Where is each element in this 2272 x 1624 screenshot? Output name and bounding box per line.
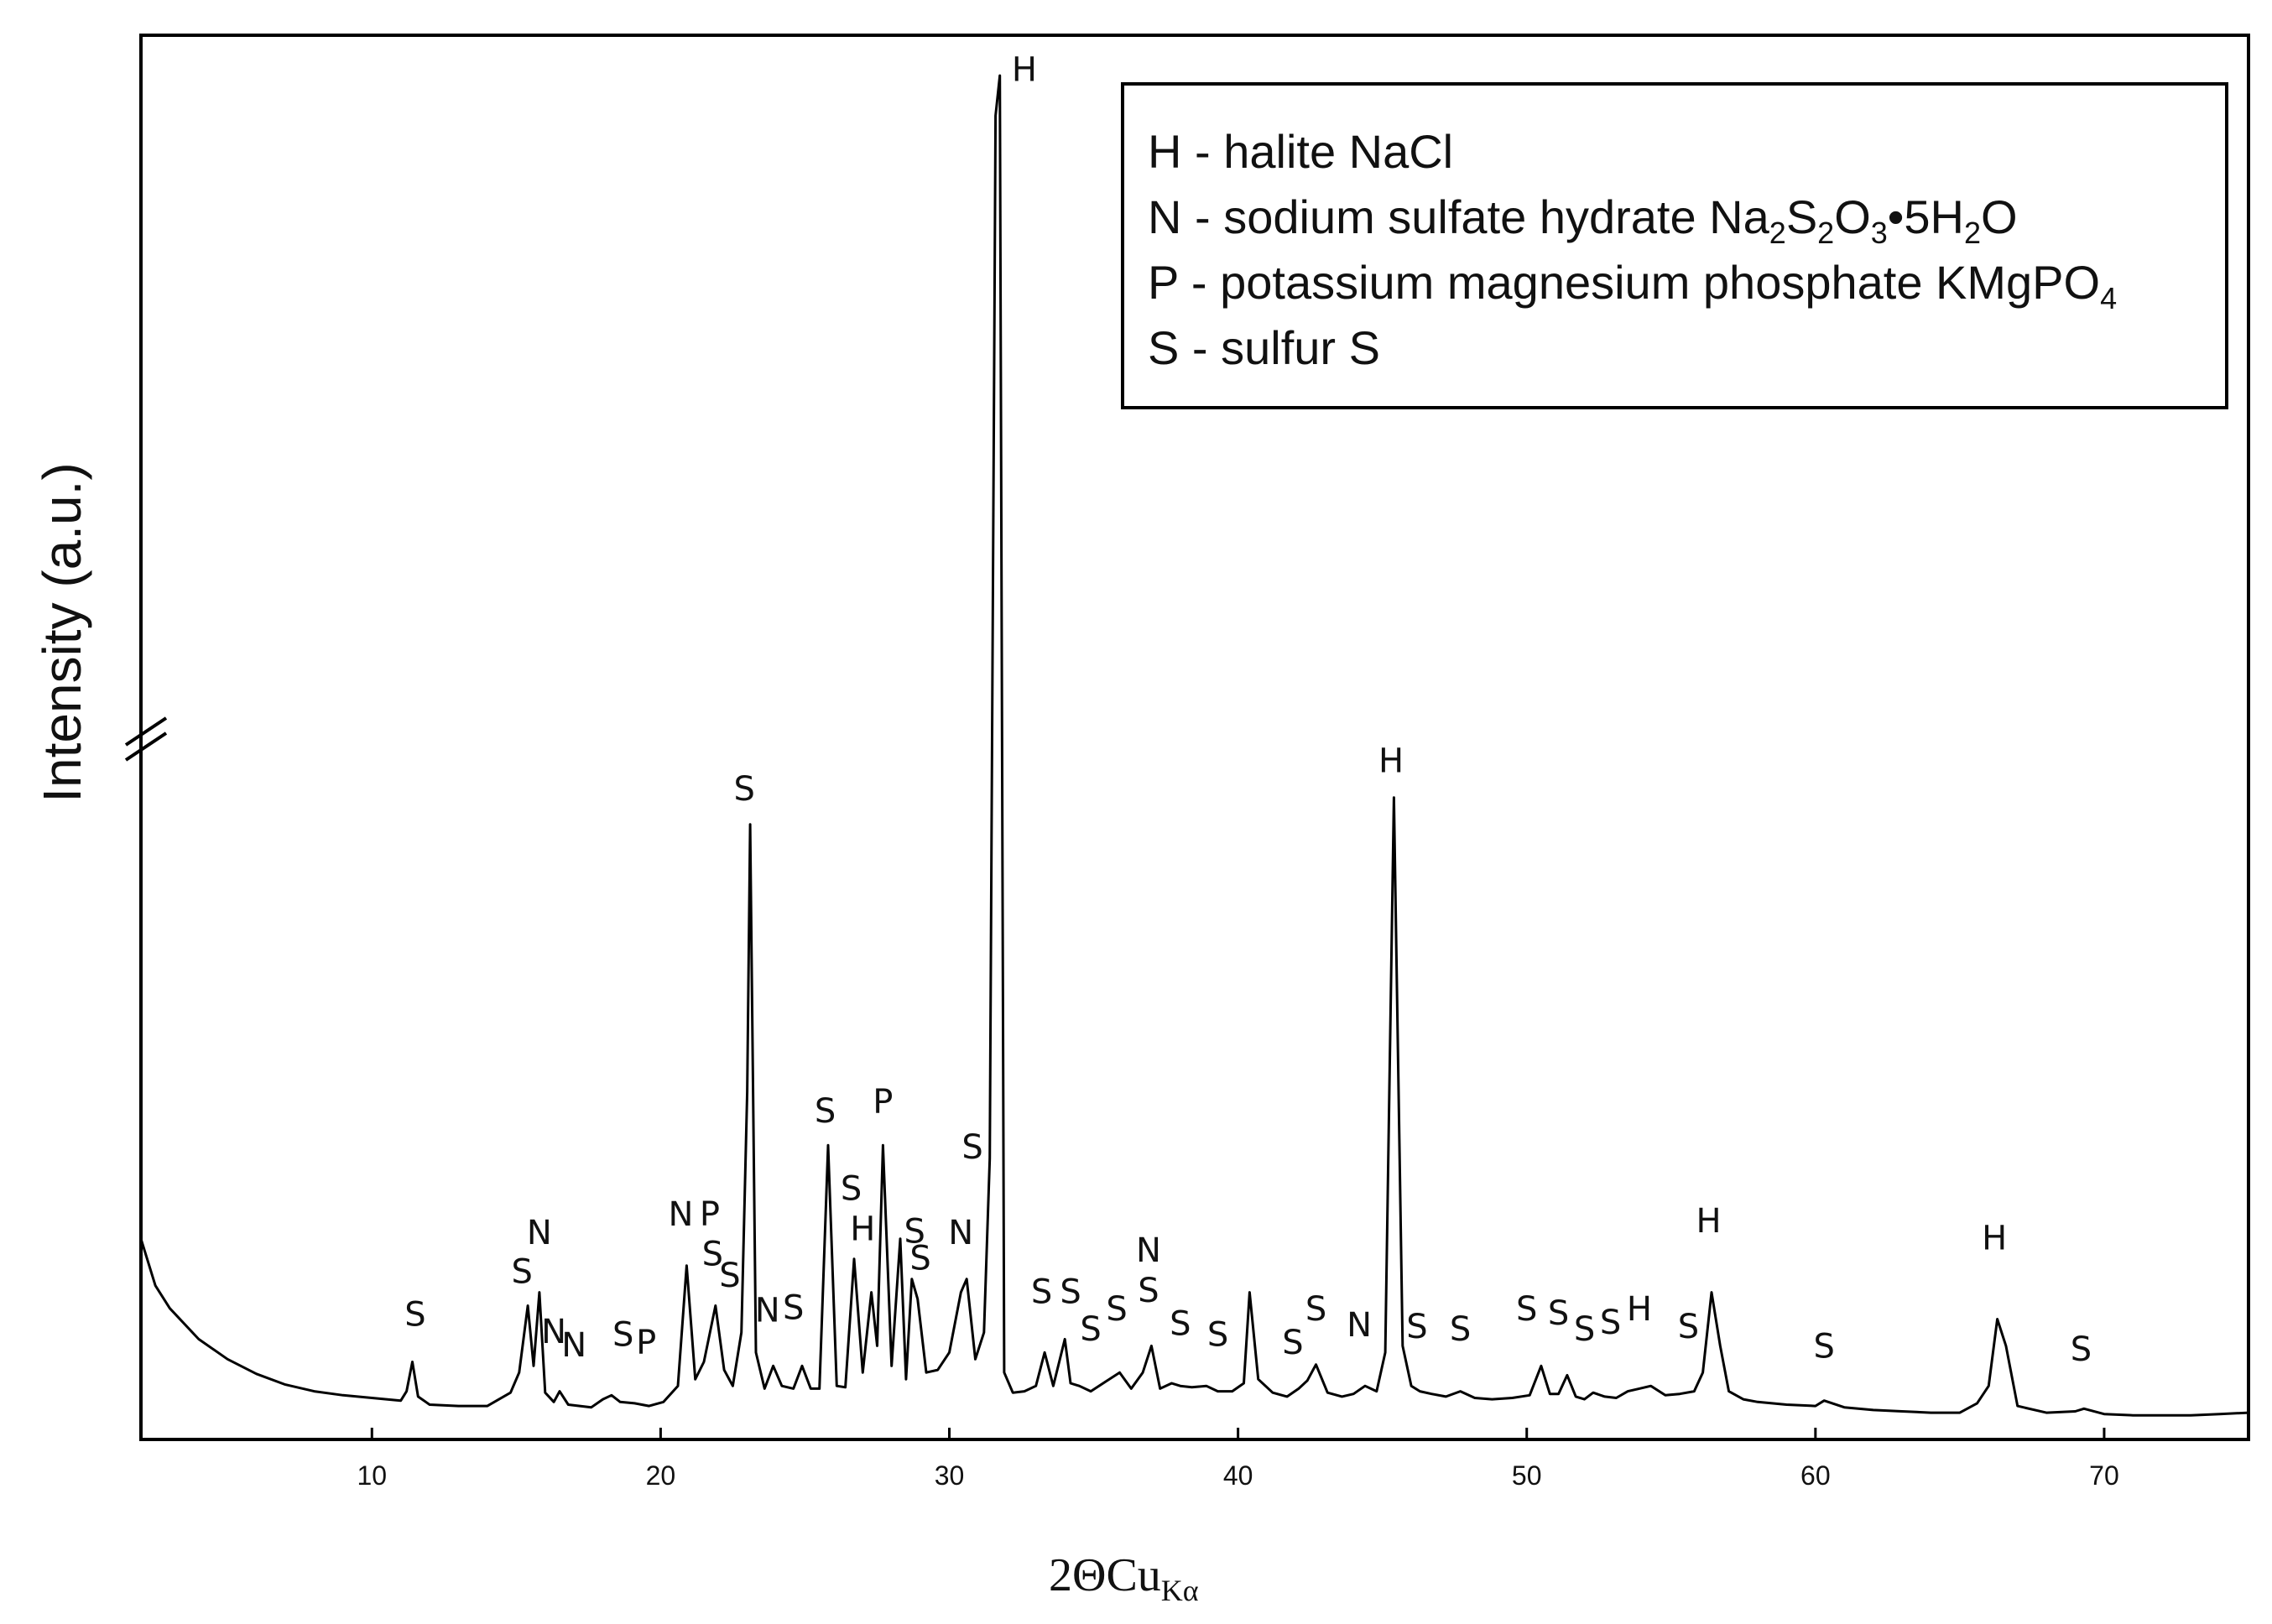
peak-label-S-46: S	[2071, 1330, 2092, 1369]
peak-label-N-27: N	[1136, 1231, 1161, 1270]
peak-label-S-26: S	[1106, 1290, 1127, 1329]
peak-label-P-6: P	[636, 1324, 656, 1362]
peak-label-S-30: S	[1207, 1315, 1228, 1354]
plot-frame	[139, 34, 2250, 1441]
peak-label-S-24: S	[1060, 1273, 1081, 1311]
peak-label-S-0: S	[404, 1295, 425, 1334]
peak-label-H-43: H	[1696, 1202, 1721, 1241]
peak-label-S-16: S	[841, 1170, 862, 1209]
peak-label-S-35: S	[1406, 1308, 1427, 1346]
x-tick-label-60: 60	[1800, 1460, 1831, 1491]
peak-label-N-2: N	[527, 1214, 552, 1252]
peak-label-S-1: S	[512, 1252, 533, 1291]
peak-label-H-41: H	[1627, 1290, 1652, 1329]
y-axis-title: Intensity (a.u.)	[32, 462, 92, 803]
x-axis-title-subscript: Kα	[1161, 1574, 1199, 1607]
peak-label-S-38: S	[1548, 1294, 1569, 1333]
peak-label-H-31: H	[1378, 742, 1404, 781]
peak-label-S-21: S	[961, 1128, 982, 1167]
x-tick-label-70: 70	[2089, 1460, 2119, 1491]
peak-label-S-29: S	[1170, 1305, 1191, 1344]
peak-label-H-17: H	[850, 1210, 875, 1248]
x-tick-label-50: 50	[1512, 1460, 1542, 1491]
peak-label-S-32: S	[1282, 1324, 1303, 1362]
peak-label-S-39: S	[1574, 1310, 1595, 1349]
legend-entry-2: P - potassium magnesium phosphate KMgPO4	[1148, 256, 2117, 315]
legend-entry-1: N - sodium sulfate hydrate Na2S2O3•5H2O	[1148, 190, 2018, 250]
peak-label-S-18: S	[904, 1213, 925, 1252]
peak-label-S-23: S	[1031, 1273, 1052, 1311]
x-tick-label-20: 20	[646, 1460, 676, 1491]
legend: H - halite NaCl N - sodium sulfate hydrat…	[1121, 82, 2228, 409]
y-axis-break-mark	[124, 716, 168, 762]
peak-label-S-10: S	[719, 1257, 740, 1295]
peak-label-S-36: S	[1450, 1310, 1471, 1349]
legend-entry-0: H - halite NaCl	[1148, 125, 1453, 178]
x-tick-label-10: 10	[357, 1460, 387, 1491]
peak-label-N-4: N	[561, 1326, 586, 1365]
peak-label-N-3: N	[541, 1313, 566, 1351]
peak-label-N-34: N	[1347, 1306, 1372, 1345]
x-tick-label-40: 40	[1223, 1460, 1253, 1491]
peak-label-S-12: S	[783, 1288, 804, 1327]
diffraction-pattern-line	[139, 74, 2249, 1417]
peak-label-S-25: S	[1080, 1310, 1101, 1349]
peak-label-P-15: P	[873, 1083, 893, 1122]
peak-label-P-8: P	[700, 1195, 720, 1234]
peak-label-N-11: N	[755, 1292, 780, 1330]
peak-label-S-33: S	[1305, 1290, 1326, 1329]
peak-label-S-44: S	[1813, 1328, 1834, 1366]
peak-label-S-9: S	[702, 1236, 723, 1274]
peak-label-N-7: N	[669, 1195, 694, 1234]
peak-label-S-37: S	[1516, 1290, 1537, 1329]
x-axis-title: 2ΘCuKα	[1049, 1549, 1199, 1607]
peak-label-S-40: S	[1600, 1304, 1621, 1342]
peak-label-S-28: S	[1138, 1272, 1159, 1310]
x-axis-title-main: 2ΘCu	[1049, 1549, 1161, 1601]
legend-entry-3: S - sulfur S	[1148, 321, 1380, 374]
peak-label-S-19: S	[909, 1240, 930, 1278]
legend-box	[1121, 82, 2228, 409]
x-axis-ticks: 10 20 30 40 50 60 70	[357, 1428, 2119, 1491]
peak-label-H-22: H	[1012, 50, 1037, 89]
x-tick-label-30: 30	[935, 1460, 965, 1491]
peak-label-S-42: S	[1678, 1308, 1699, 1346]
peak-label-H-45: H	[1982, 1220, 2007, 1258]
peak-label-S-14: S	[815, 1092, 836, 1131]
peak-label-S-5: S	[612, 1315, 633, 1354]
peak-label-S-13: S	[733, 770, 754, 809]
peak-label-N-20: N	[948, 1214, 973, 1252]
